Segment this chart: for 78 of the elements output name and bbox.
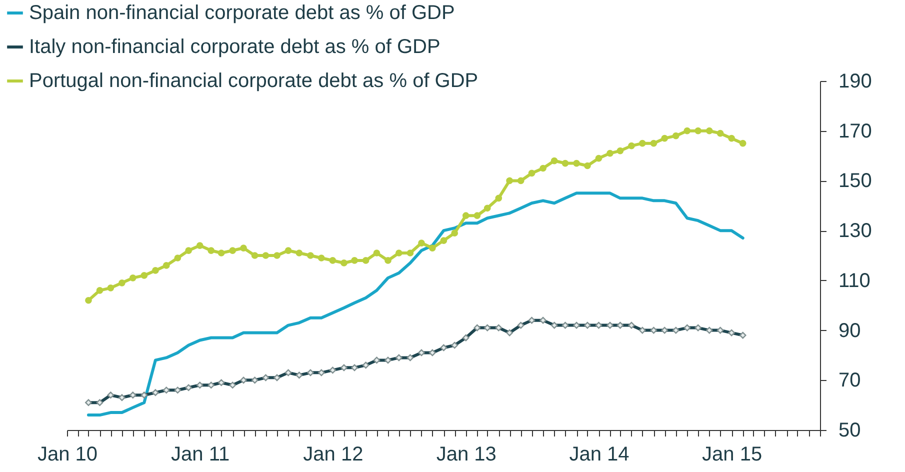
point [451, 230, 458, 236]
y-tick-label: 70 [838, 370, 861, 392]
point [716, 130, 724, 137]
point [262, 252, 270, 259]
point [395, 250, 402, 256]
point [739, 140, 746, 147]
point [218, 250, 225, 256]
point [140, 272, 148, 279]
point [251, 252, 258, 259]
point [129, 274, 136, 282]
point [462, 212, 470, 220]
point [650, 140, 658, 147]
y-tick-label: 170 [838, 120, 872, 142]
point [562, 160, 569, 167]
point [373, 250, 380, 256]
point [517, 177, 524, 184]
point [474, 212, 481, 220]
point [706, 127, 713, 134]
y-tick-label: 130 [838, 220, 872, 242]
point [107, 284, 114, 292]
point [152, 267, 159, 274]
point [118, 280, 126, 286]
point [484, 204, 491, 212]
point [694, 127, 702, 134]
point [351, 257, 358, 264]
y-tick-label: 50 [838, 420, 861, 442]
point [528, 170, 536, 177]
point [550, 157, 558, 164]
point [284, 247, 292, 254]
point [540, 164, 546, 172]
point [208, 247, 215, 254]
x-tick-label: Jan 14 [569, 444, 630, 466]
point [616, 147, 624, 154]
point [296, 250, 303, 256]
x-tick-label: Jan 10 [37, 444, 98, 466]
legend-label: Spain non-financial corporate debt as % of GDP [29, 2, 455, 24]
point [162, 262, 170, 269]
x-tick-label: Jan 11 [171, 444, 230, 466]
point [573, 160, 580, 167]
point [584, 162, 591, 170]
point [728, 134, 735, 142]
y-tick-label: 90 [838, 320, 861, 342]
point [240, 244, 247, 252]
point [329, 257, 336, 264]
x-tick-label: Jan 12 [303, 444, 364, 466]
y-tick-label: 150 [838, 170, 872, 192]
point [307, 252, 314, 259]
y-tick-label: 110 [838, 270, 870, 292]
point [661, 134, 668, 142]
line-series [86, 192, 744, 417]
point [384, 257, 392, 264]
x-tick-label: Jan 13 [436, 444, 496, 466]
point [174, 254, 182, 262]
point [506, 177, 513, 184]
point [628, 142, 635, 150]
point [362, 257, 370, 264]
point [428, 244, 436, 252]
x-tick-label: Jan 15 [702, 444, 762, 466]
point [85, 296, 92, 304]
point [672, 132, 680, 140]
point [684, 127, 691, 134]
point [185, 247, 192, 254]
point [196, 242, 204, 249]
point [440, 237, 448, 244]
legend-label: Italy non-financial corporate debt as % of GDP [29, 36, 440, 58]
point [595, 154, 602, 162]
point [274, 252, 280, 259]
point [638, 140, 646, 147]
point [495, 194, 502, 202]
point [406, 250, 414, 256]
y-tick-label: 190 [838, 70, 872, 92]
point [229, 247, 236, 254]
point [318, 254, 325, 262]
point [96, 286, 104, 294]
legend-label: Portugal non-financial corporate debt as % of GDP [29, 70, 478, 92]
point [340, 260, 348, 266]
point [418, 240, 425, 246]
point [606, 150, 614, 157]
